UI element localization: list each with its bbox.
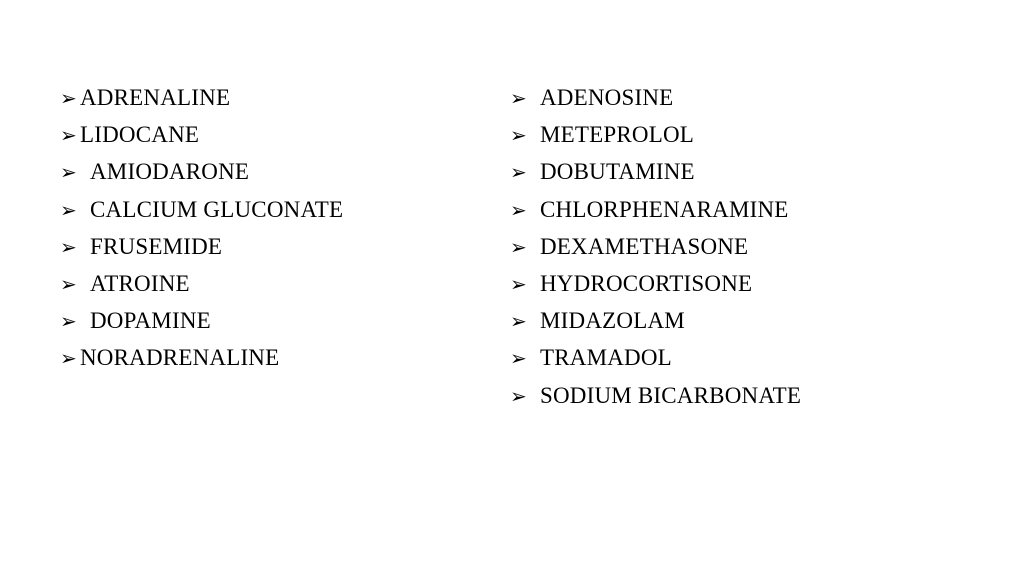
list-item: ➢ NORADRENALINE bbox=[60, 346, 510, 369]
bullet-icon: ➢ bbox=[510, 89, 534, 109]
bullet-icon: ➢ bbox=[60, 312, 84, 332]
bullet-icon: ➢ bbox=[60, 238, 84, 258]
bullet-icon: ➢ bbox=[510, 387, 534, 407]
list-item: ➢ SODIUM BICARBONATE bbox=[510, 384, 970, 407]
bullet-icon: ➢ bbox=[510, 201, 534, 221]
list-item-label: METEPROLOL bbox=[534, 123, 694, 146]
list-item-label: DOBUTAMINE bbox=[534, 160, 695, 183]
list-item-label: NORADRENALINE bbox=[80, 346, 279, 369]
list-item-label: FRUSEMIDE bbox=[84, 235, 222, 258]
list-item-label: DOPAMINE bbox=[84, 309, 211, 332]
list-item: ➢ AMIODARONE bbox=[60, 160, 510, 183]
bullet-icon: ➢ bbox=[510, 126, 534, 146]
list-item: ➢ CHLORPHENARAMINE bbox=[510, 198, 970, 221]
bullet-icon: ➢ bbox=[510, 238, 534, 258]
list-item: ➢ HYDROCORTISONE bbox=[510, 272, 970, 295]
list-item-label: AMIODARONE bbox=[84, 160, 249, 183]
bullet-icon: ➢ bbox=[510, 275, 534, 295]
bullet-icon: ➢ bbox=[510, 163, 534, 183]
list-item: ➢ ADRENALINE bbox=[60, 86, 510, 109]
list-item-label: TRAMADOL bbox=[534, 346, 672, 369]
list-item-label: CALCIUM GLUCONATE bbox=[84, 198, 343, 221]
list-item: ➢ LIDOCANE bbox=[60, 123, 510, 146]
bullet-icon: ➢ bbox=[510, 349, 534, 369]
list-item: ➢ DEXAMETHASONE bbox=[510, 235, 970, 258]
list-item-label: LIDOCANE bbox=[80, 123, 199, 146]
bullet-icon: ➢ bbox=[60, 349, 80, 369]
right-column: ➢ ADENOSINE ➢ METEPROLOL ➢ DOBUTAMINE ➢ … bbox=[510, 86, 970, 421]
list-item-label: DEXAMETHASONE bbox=[534, 235, 748, 258]
list-item-label: MIDAZOLAM bbox=[534, 309, 685, 332]
left-column: ➢ ADRENALINE ➢ LIDOCANE ➢ AMIODARONE ➢ C… bbox=[60, 86, 510, 421]
list-item-label: SODIUM BICARBONATE bbox=[534, 384, 801, 407]
list-item-label: ADENOSINE bbox=[534, 86, 673, 109]
bullet-icon: ➢ bbox=[60, 126, 80, 146]
list-item: ➢ DOBUTAMINE bbox=[510, 160, 970, 183]
list-item: ➢ FRUSEMIDE bbox=[60, 235, 510, 258]
bullet-icon: ➢ bbox=[60, 89, 80, 109]
list-item: ➢ CALCIUM GLUCONATE bbox=[60, 198, 510, 221]
list-item-label: CHLORPHENARAMINE bbox=[534, 198, 789, 221]
list-item: ➢ DOPAMINE bbox=[60, 309, 510, 332]
bullet-icon: ➢ bbox=[60, 163, 84, 183]
list-item: ➢ ATROINE bbox=[60, 272, 510, 295]
bullet-icon: ➢ bbox=[60, 275, 84, 295]
list-item: ➢ METEPROLOL bbox=[510, 123, 970, 146]
bullet-icon: ➢ bbox=[60, 201, 84, 221]
slide-content: ➢ ADRENALINE ➢ LIDOCANE ➢ AMIODARONE ➢ C… bbox=[0, 0, 1024, 421]
list-item-label: ATROINE bbox=[84, 272, 190, 295]
list-item: ➢ TRAMADOL bbox=[510, 346, 970, 369]
list-item: ➢ MIDAZOLAM bbox=[510, 309, 970, 332]
list-item: ➢ ADENOSINE bbox=[510, 86, 970, 109]
bullet-icon: ➢ bbox=[510, 312, 534, 332]
list-item-label: ADRENALINE bbox=[80, 86, 230, 109]
list-item-label: HYDROCORTISONE bbox=[534, 272, 752, 295]
